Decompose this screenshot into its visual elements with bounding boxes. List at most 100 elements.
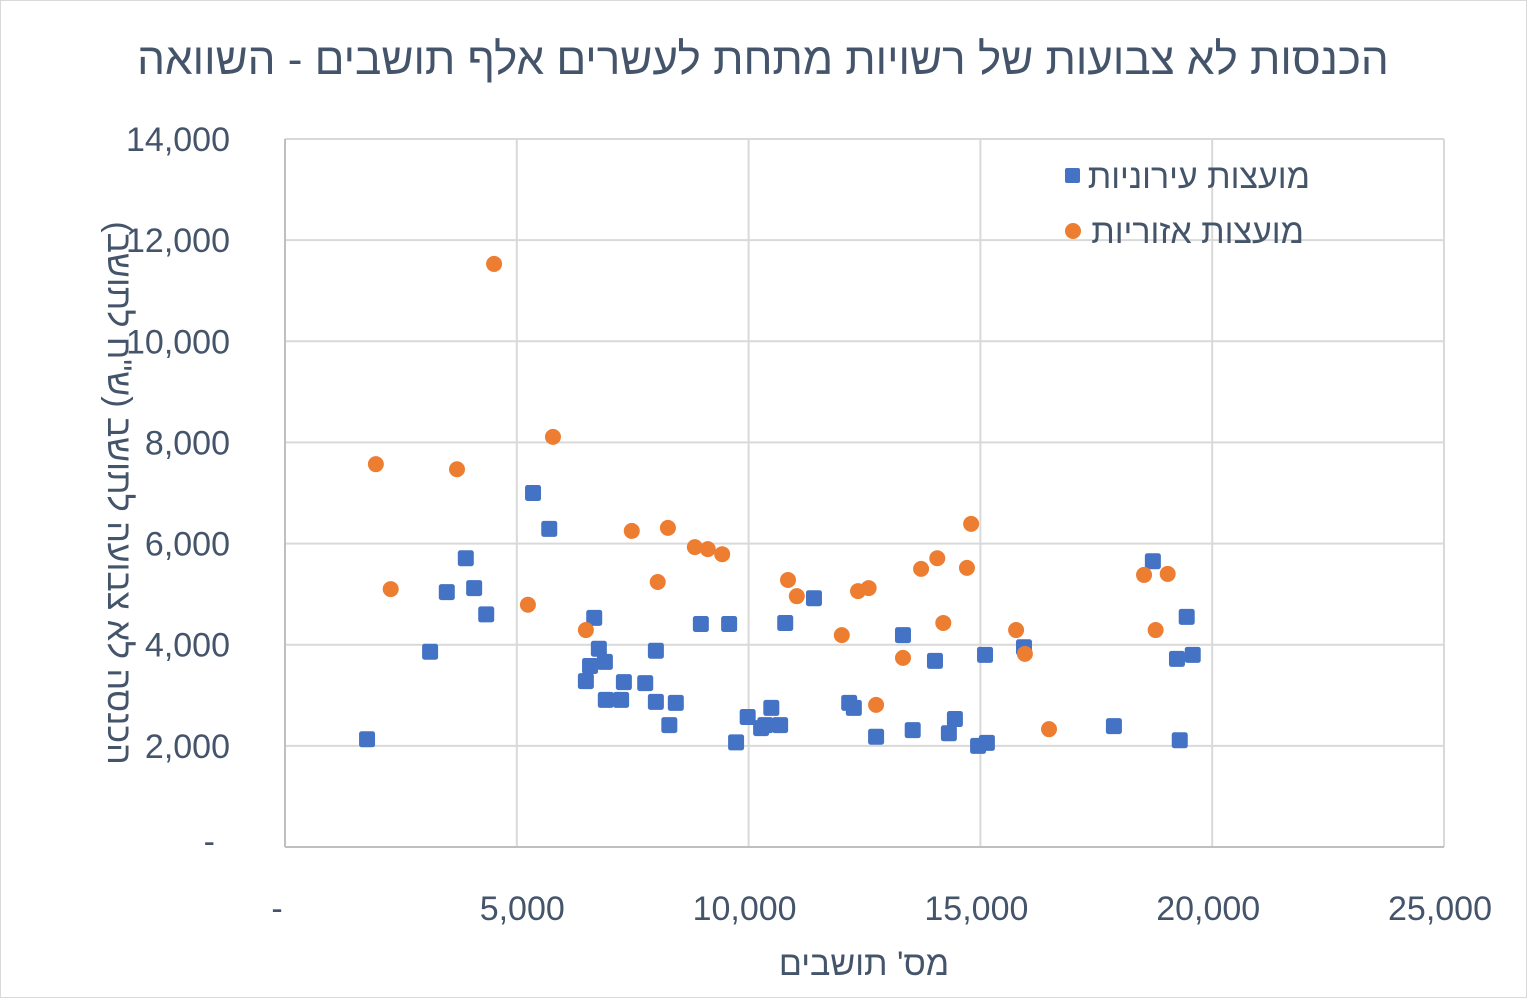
data-point-circle [868,696,885,713]
y-tick-label: 2,000 [145,728,230,766]
data-point-square [845,699,862,716]
y-tick-label: 6,000 [145,526,230,564]
series-regional-councils [367,255,1176,738]
data-point-square [978,734,995,751]
data-point-square [647,642,664,659]
data-point-circle [860,580,877,597]
y-tick-label: - [204,823,215,861]
data-point-square [1178,608,1195,625]
data-point-circle [714,546,731,563]
y-axis-title: הכנסה לא צבועה לתושב (ש"ח לתושב) [100,221,138,764]
data-point-square [1171,732,1188,749]
data-point-square [946,711,963,728]
data-point-circle [448,461,465,478]
data-point-square [763,699,780,716]
data-point-circle [686,539,703,556]
data-point-circle [894,649,911,666]
y-tick-label: 10,000 [126,323,230,361]
data-point-square [577,673,594,690]
data-point-square [457,550,474,567]
series-city-councils [359,485,1201,754]
data-point-square [582,657,599,674]
data-point-circle [659,519,676,536]
data-point-circle [963,515,980,532]
data-point-square [1105,718,1122,735]
data-point-square [868,728,885,745]
data-point-square [894,627,911,644]
x-axis-title: מס' תושבים [779,945,949,983]
data-point-circle [649,574,666,591]
data-point-square [615,674,632,691]
data-points [359,255,1201,754]
data-point-circle [1136,566,1153,583]
x-tick-label: 15,000 [924,890,1028,928]
data-point-circle [833,627,850,644]
data-point-square [721,615,738,632]
data-point-square [647,693,664,710]
data-point-square [596,653,613,670]
data-point-circle [1159,565,1176,582]
legend-label-regional-councils: מועצות אזוריות [1091,213,1304,251]
data-point-square [805,590,822,607]
data-point-square [692,615,709,632]
data-point-square [1168,650,1185,667]
x-tick-label: 20,000 [1156,890,1260,928]
data-point-square [1144,553,1161,570]
data-point-square [597,691,614,708]
data-point-square [667,694,684,711]
data-point-square [590,640,607,657]
data-point-square [940,725,957,742]
data-point-square [977,646,994,663]
data-point-square [466,580,483,597]
data-point-square [478,606,495,623]
data-point-square [359,731,376,748]
grid-lines [285,138,1445,847]
data-point-circle [382,581,399,598]
data-point-square [777,614,794,631]
data-point-square [613,691,630,708]
y-axis-ticks: - 2,000 4,000 6,000 8,000 10,000 12,000 14,000 [126,121,230,861]
x-tick-label: 10,000 [693,890,797,928]
y-tick-label: 14,000 [126,121,230,159]
data-point-circle [486,255,503,272]
chart-title: הכנסות לא צבועות של רשויות מתחת לעשרים א… [137,35,1389,84]
data-point-circle [544,428,561,445]
data-point-square [1184,646,1201,663]
x-tick-label: 5,000 [480,890,565,928]
data-point-square [661,717,678,734]
data-point-circle [935,614,952,631]
data-point-square [728,734,745,751]
axes [284,139,1444,848]
data-point-square [586,609,603,626]
y-tick-label: 4,000 [145,627,230,665]
x-tick-label: 25,000 [1388,890,1492,928]
data-point-square [637,675,654,692]
data-point-circle [1008,622,1025,639]
data-point-circle [577,622,594,639]
legend-label-city-councils: מועצות עירוניות [1088,158,1310,196]
data-point-circle [623,522,640,539]
data-point-square [525,485,542,501]
data-point-square [926,652,943,669]
data-point-circle [1041,721,1058,738]
data-point-circle [367,456,384,473]
data-point-square [422,643,439,660]
data-point-square [757,717,774,734]
data-point-circle [699,541,716,558]
data-point-circle [788,588,805,605]
data-point-square [739,709,756,726]
data-point-circle [913,560,930,577]
legend: מועצות עירוניות מועצות אזוריות [1065,158,1310,251]
y-tick-label: 12,000 [126,222,230,260]
data-point-square [438,584,455,601]
data-point-circle [958,559,975,576]
x-axis-ticks: - 5,000 10,000 15,000 20,000 25,000 [271,890,1492,928]
data-point-square [772,717,789,734]
legend-marker-circle-icon [1065,223,1081,239]
data-point-circle [519,596,536,613]
data-point-circle [1147,622,1164,639]
y-tick-label: 8,000 [145,424,230,462]
data-point-square [904,722,921,739]
legend-marker-square-icon [1065,168,1080,183]
